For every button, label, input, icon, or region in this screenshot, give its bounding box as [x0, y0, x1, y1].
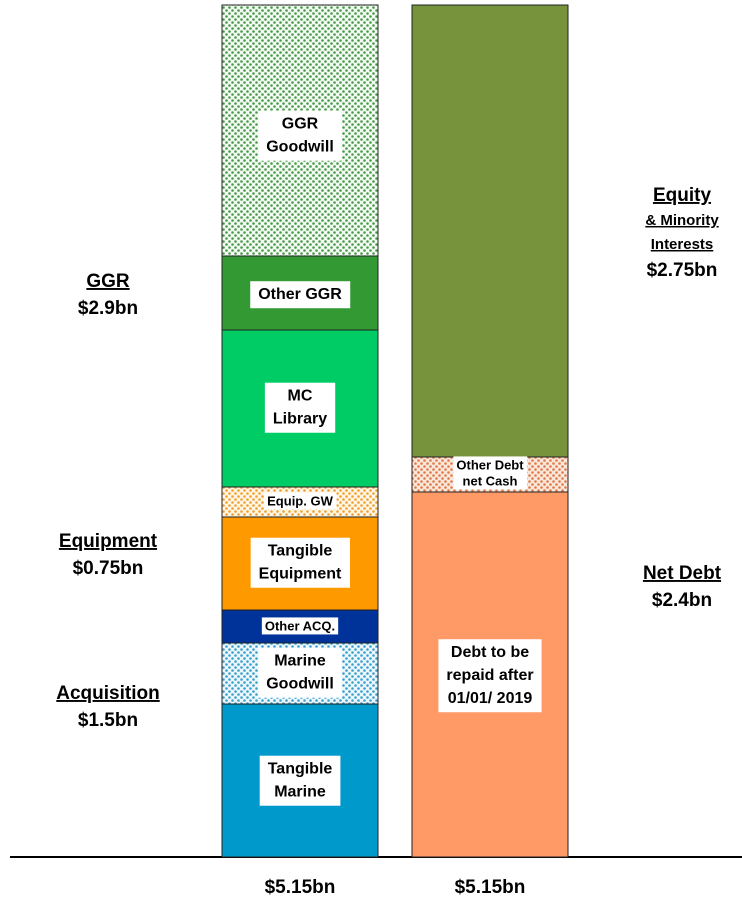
segment-label: Debt to be — [451, 644, 529, 661]
label-box — [264, 492, 337, 510]
group-value: $1.5bn — [78, 710, 138, 731]
label-box — [453, 456, 528, 490]
group-title: Net Debt — [643, 563, 722, 584]
segment-label: Tangible — [268, 761, 333, 778]
label-box — [258, 647, 342, 698]
bar-total: $5.15bn — [455, 877, 526, 898]
group-title: Equity — [653, 185, 711, 206]
group-title: & Minority — [645, 212, 719, 229]
segment-label: Marine — [274, 653, 326, 670]
label-box — [259, 755, 341, 806]
group-title: Interests — [651, 236, 714, 253]
group-title: Equipment — [59, 531, 158, 552]
segment-label: 01/01/ 2019 — [448, 690, 533, 707]
label-box — [261, 617, 339, 635]
group-value: $0.75bn — [73, 558, 144, 579]
segment-label: net Cash — [463, 473, 518, 488]
group-title: Acquisition — [56, 683, 159, 704]
segment-label: GGR — [282, 116, 319, 133]
segment-label: Equip. GW — [267, 493, 333, 508]
group-title: GGR — [86, 271, 130, 292]
group-value: $2.9bn — [78, 298, 138, 319]
label-box — [250, 537, 350, 588]
segment-label: Other Debt — [456, 457, 524, 472]
segment-label: repaid after — [446, 667, 533, 684]
label-box — [438, 639, 542, 713]
label-box — [258, 110, 342, 161]
group-value: $2.75bn — [647, 260, 718, 281]
segment-label: Goodwill — [266, 139, 334, 156]
bar-segment — [411, 4, 569, 458]
segment-label: Other GGR — [258, 286, 342, 303]
segment-label: Equipment — [259, 566, 342, 583]
bar-total: $5.15bn — [265, 877, 336, 898]
label-box — [250, 281, 351, 309]
segment-label: Marine — [274, 784, 326, 801]
segment-label: Other ACQ. — [265, 618, 335, 633]
segment-label: Library — [273, 411, 327, 428]
group-value: $2.4bn — [652, 590, 712, 611]
segment-label: Goodwill — [266, 676, 334, 693]
label-box — [264, 382, 336, 433]
segment-label: MC — [288, 388, 313, 405]
segment-label: Tangible — [268, 543, 333, 560]
